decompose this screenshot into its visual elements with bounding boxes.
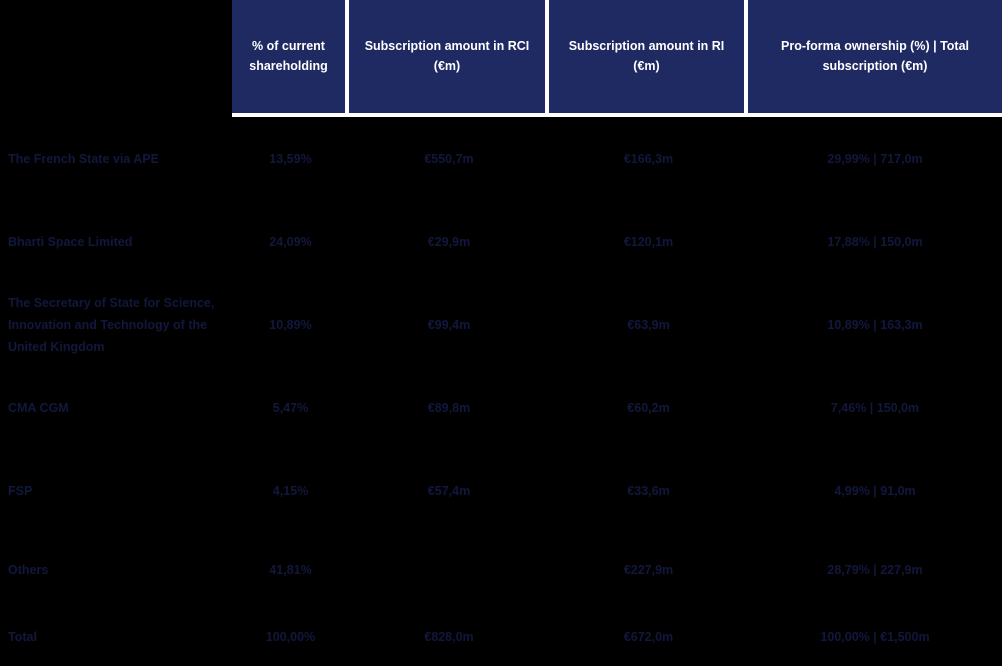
header-corner-spacer	[0, 0, 232, 117]
ri-amount-cell: €63,9m	[627, 317, 670, 332]
ri-amount-cell: €672,0m	[623, 629, 674, 644]
current-shareholding-cell: 24,09%	[269, 234, 312, 249]
proforma-cell: 28,79% | 227,9m	[827, 562, 923, 577]
current-shareholding-cell: 41,81%	[269, 562, 312, 577]
proforma-cell: 7,46% | 150,0m	[830, 400, 920, 415]
ri-amount-cell: €120,1m	[623, 234, 674, 249]
header-current-shareholding: % of current shareholding	[232, 0, 345, 113]
rci-amount-cell: €828,0m	[424, 629, 474, 644]
rci-amount-cell: €29,9m	[427, 234, 471, 249]
ri-amount-cell: €33,6m	[627, 483, 670, 498]
row-label: Total	[8, 629, 37, 644]
rci-amount-cell: €550,7m	[424, 151, 474, 166]
table-row-total: Total 100,00% €828,0m €672,0m 100,00% | …	[0, 607, 1002, 666]
row-label: The French State via APE	[8, 151, 159, 166]
table-header-row: % of current shareholding Subscription a…	[0, 0, 1002, 117]
table-row-cma-cgm: CMA CGM 5,47% €89,8m €60,2m 7,46% | 150,…	[0, 366, 1002, 449]
current-shareholding-cell: 100,00%	[265, 629, 316, 644]
ri-amount-cell: €166,3m	[623, 151, 674, 166]
rci-amount-cell: €99,4m	[427, 317, 471, 332]
ri-amount-cell: €60,2m	[627, 400, 670, 415]
row-label: The Secretary of State for Science, Inno…	[8, 295, 215, 354]
current-shareholding-cell: 4,15%	[272, 483, 309, 498]
table-row-fsp: FSP 4,15% €57,4m €33,6m 4,99% | 91,0m	[0, 449, 1002, 532]
proforma-cell: 10,89% | 163,3m	[827, 317, 923, 332]
proforma-cell: 17,88% | 150,0m	[827, 234, 923, 249]
ri-amount-cell: €227,9m	[623, 562, 674, 577]
row-label: Others	[8, 562, 49, 577]
proforma-cell: 100,00% | €1,500m	[820, 629, 930, 644]
rci-amount-cell: €89,8m	[427, 400, 471, 415]
table-row-uk-secretary: The Secretary of State for Science, Inno…	[0, 283, 1002, 366]
current-shareholding-cell: 13,59%	[269, 151, 312, 166]
current-shareholding-cell: 10,89%	[269, 317, 312, 332]
proforma-cell: 29,99% | 717,0m	[827, 151, 923, 166]
current-shareholding-cell: 5,47%	[272, 400, 309, 415]
header-proforma-ownership: Pro-forma ownership (%) | Total subscrip…	[748, 0, 1002, 113]
table-row-bharti: Bharti Space Limited 24,09% €29,9m €120,…	[0, 200, 1002, 283]
row-label: FSP	[8, 483, 33, 498]
row-label: Bharti Space Limited	[8, 234, 133, 249]
rci-amount-cell: €57,4m	[427, 483, 471, 498]
table-row-french-state: The French State via APE 13,59% €550,7m …	[0, 117, 1002, 200]
table-row-others: Others 41,81% €227,9m 28,79% | 227,9m	[0, 532, 1002, 607]
proforma-cell: 4,99% | 91,0m	[834, 483, 916, 498]
table-body: The French State via APE 13,59% €550,7m …	[0, 117, 1002, 666]
header-subscription-rci: Subscription amount in RCI (€m)	[349, 0, 545, 113]
row-label: CMA CGM	[8, 400, 69, 415]
header-subscription-ri: Subscription amount in RI (€m)	[549, 0, 744, 113]
header-strip: % of current shareholding Subscription a…	[232, 0, 1002, 117]
